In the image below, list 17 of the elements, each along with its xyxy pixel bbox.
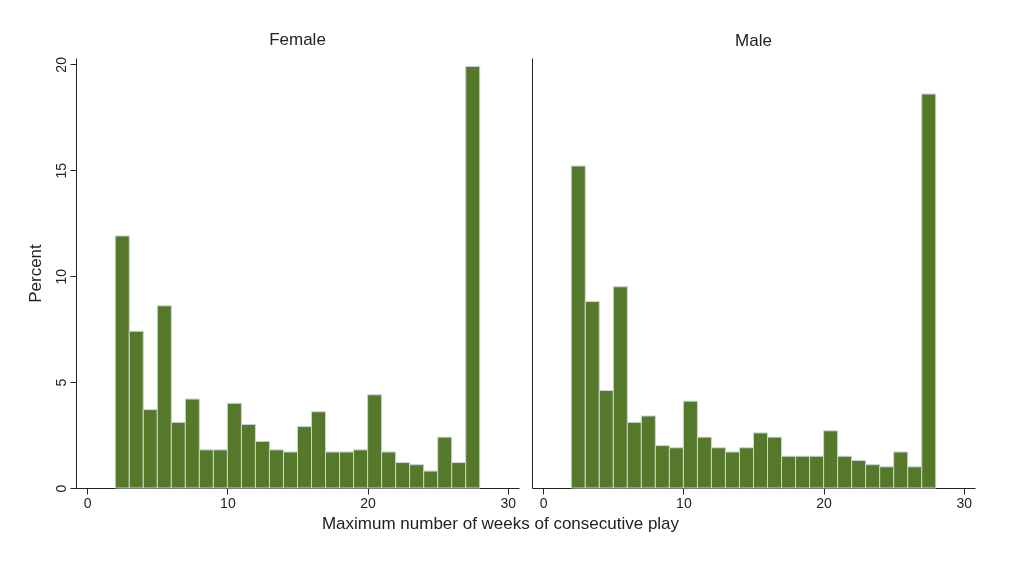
x-tick-label: 10 [676,494,692,511]
y-tick-label: 20 [52,56,69,73]
y-axis-title: Percent [25,243,45,303]
y-tick-label: 15 [52,162,69,179]
x-tick-label: 10 [220,494,236,511]
x-tick-label: 0 [83,494,92,511]
x-tick-label: 20 [816,494,833,511]
x-tick-label: 20 [360,494,377,511]
y-tick-label: 0 [52,484,69,493]
chart-title: Female [269,29,326,49]
y-tick-label: 5 [52,378,69,387]
x-axis-title: Maximum number of weeks of consecutive play [321,514,680,533]
x-tick-label: 30 [500,494,517,511]
x-tick-label: 0 [539,494,548,511]
x-tick-label: 30 [956,494,973,511]
y-tick-label: 10 [52,268,69,285]
chart-title: Male [735,31,772,50]
